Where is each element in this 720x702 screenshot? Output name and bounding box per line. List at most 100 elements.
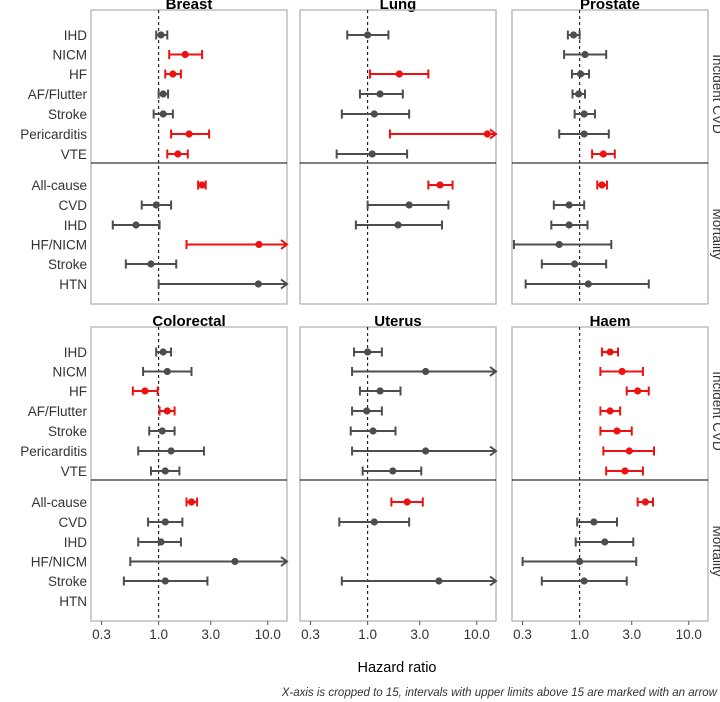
ci-uterus-incident-pericarditis-arrow: [489, 445, 498, 457]
point-prostate-mortality-stroke: [571, 260, 579, 268]
panel-colorectal: Colorectal IHD NICM HF AF/Flutter Stroke Peric…: [20, 313, 289, 642]
point-prostate-incident-pericarditis: [580, 130, 588, 138]
x-tick-label-colorectal-1: 1.0: [149, 627, 168, 642]
row-label-mortality-hf-nicm: HF/NICM: [31, 238, 87, 253]
panel-frame: [299, 326, 497, 622]
panels-layer: Breast IHD NICM HF AF/Flutter Stroke Pericardi…: [20, 0, 720, 642]
point-uterus-incident-hf: [376, 387, 384, 395]
point-lung-mortality-ihd: [394, 221, 402, 229]
point-haem-incident-nicm: [618, 367, 626, 376]
x-tick-label-uterus-1: 1.0: [358, 627, 377, 642]
row-label-mortality-stroke: Stroke: [48, 574, 87, 589]
point-uterus-incident-af-flutter: [363, 407, 371, 415]
x-tick-label-uterus-3: 10.0: [464, 627, 490, 642]
point-haem-incident-stroke: [613, 427, 621, 435]
panel-frame: [511, 9, 709, 305]
row-label-mortality-htn: HTN: [59, 594, 87, 609]
point-uterus-mortality-all-cause: [403, 498, 411, 506]
ci-breast-mortality-htn-arrow: [280, 278, 289, 290]
point-colorectal-mortality-cvd: [161, 518, 169, 526]
x-tick-label-uterus-2: 3.0: [410, 627, 429, 642]
row-label-incident-cvd-nicm: NICM: [53, 48, 88, 63]
x-tick-label-haem-1: 1.0: [570, 627, 589, 642]
point-haem-mortality-stroke: [580, 577, 588, 585]
panel-title-prostate: Prostate: [580, 0, 640, 13]
panel-prostate: Prostate Incident CVD Mortality: [511, 0, 720, 305]
panel-title-uterus: Uterus: [374, 313, 422, 330]
x-tick-label-colorectal-0: 0.3: [92, 627, 111, 642]
row-label-mortality-cvd: CVD: [58, 515, 87, 530]
row-label-incident-cvd-pericarditis: Pericarditis: [20, 127, 87, 142]
point-haem-mortality-hf-nicm: [576, 557, 584, 566]
point-prostate-incident-stroke: [580, 110, 588, 118]
panel-title-lung: Lung: [380, 0, 417, 13]
row-label-incident-cvd-vte: VTE: [61, 147, 87, 162]
point-breast-mortality-htn: [254, 280, 262, 288]
point-colorectal-mortality-stroke: [161, 577, 169, 585]
row-label-incident-cvd-ihd: IHD: [64, 345, 88, 360]
row-label-incident-cvd-stroke: Stroke: [48, 424, 87, 439]
row-label-incident-cvd-pericarditis: Pericarditis: [20, 444, 87, 459]
ci-colorectal-mortality-hf-nicm-arrow: [280, 556, 289, 567]
point-uterus-incident-nicm: [422, 367, 430, 376]
row-label-mortality-stroke: Stroke: [48, 257, 87, 272]
point-breast-mortality-hf-nicm: [255, 240, 263, 249]
row-label-incident-cvd-af-flutter: AF/Flutter: [28, 404, 88, 419]
point-colorectal-incident-vte: [161, 467, 169, 475]
point-prostate-mortality-htn: [584, 280, 592, 288]
row-label-mortality-all-cause: All-cause: [31, 178, 87, 193]
point-lung-incident-af-flutter: [376, 90, 384, 98]
point-prostate-incident-af-flutter: [575, 90, 583, 98]
point-colorectal-incident-pericarditis: [167, 447, 175, 455]
point-uterus-incident-vte: [389, 467, 397, 475]
point-colorectal-incident-ihd: [159, 348, 167, 356]
point-haem-mortality-all-cause: [641, 498, 649, 506]
point-colorectal-mortality-hf-nicm: [231, 557, 239, 566]
point-breast-incident-hf: [169, 70, 177, 78]
point-lung-incident-ihd: [364, 31, 372, 39]
point-haem-incident-af-flutter: [606, 407, 614, 415]
ci-lung-incident-pericarditis-arrow: [489, 128, 498, 140]
row-label-mortality-ihd: IHD: [64, 218, 88, 233]
x-axis-title: Hazard ratio: [358, 660, 437, 676]
panel-lung: Lung: [299, 0, 498, 305]
row-label-mortality-cvd: CVD: [58, 198, 87, 213]
strip-label-mortality: Mortality: [710, 208, 720, 259]
point-colorectal-incident-af-flutter: [163, 407, 171, 415]
panel-title-breast: Breast: [166, 0, 213, 13]
row-label-incident-cvd-hf: HF: [69, 384, 87, 399]
x-tick-label-haem-2: 3.0: [622, 627, 641, 642]
point-prostate-incident-hf: [576, 70, 585, 78]
point-colorectal-mortality-ihd: [157, 538, 165, 546]
point-breast-incident-pericarditis: [185, 130, 193, 138]
point-colorectal-incident-hf: [141, 387, 149, 395]
point-colorectal-incident-nicm: [163, 367, 171, 376]
point-prostate-mortality-cvd: [565, 201, 573, 209]
row-label-incident-cvd-nicm: NICM: [53, 365, 88, 380]
point-uterus-incident-ihd: [364, 348, 372, 356]
ci-breast-mortality-hf-nicm-arrow: [280, 239, 289, 250]
point-uterus-incident-pericarditis: [422, 447, 430, 455]
point-uterus-mortality-cvd: [370, 518, 378, 526]
ci-uterus-mortality-stroke-arrow: [489, 575, 498, 587]
point-breast-incident-stroke: [159, 110, 167, 118]
x-tick-label-haem-0: 0.3: [513, 627, 532, 642]
point-prostate-mortality-hf-nicm: [555, 240, 563, 249]
point-lung-incident-hf: [395, 70, 403, 78]
row-label-mortality-hf-nicm: HF/NICM: [31, 555, 87, 570]
x-tick-label-colorectal-3: 10.0: [255, 627, 281, 642]
point-lung-incident-vte: [368, 150, 376, 158]
row-label-incident-cvd-ihd: IHD: [64, 28, 88, 43]
row-label-mortality-ihd: IHD: [64, 535, 88, 550]
point-lung-incident-stroke: [370, 110, 378, 118]
row-label-incident-cvd-hf: HF: [69, 67, 87, 82]
panel-title-colorectal: Colorectal: [152, 313, 225, 330]
point-prostate-incident-ihd: [569, 31, 578, 39]
point-breast-incident-af-flutter: [159, 90, 167, 98]
point-uterus-mortality-stroke: [435, 577, 443, 585]
row-label-incident-cvd-stroke: Stroke: [48, 107, 87, 122]
point-prostate-incident-nicm: [581, 50, 589, 59]
strip-label-incident-cvd: Incident CVD: [710, 371, 720, 451]
point-breast-mortality-all-cause: [198, 181, 206, 189]
